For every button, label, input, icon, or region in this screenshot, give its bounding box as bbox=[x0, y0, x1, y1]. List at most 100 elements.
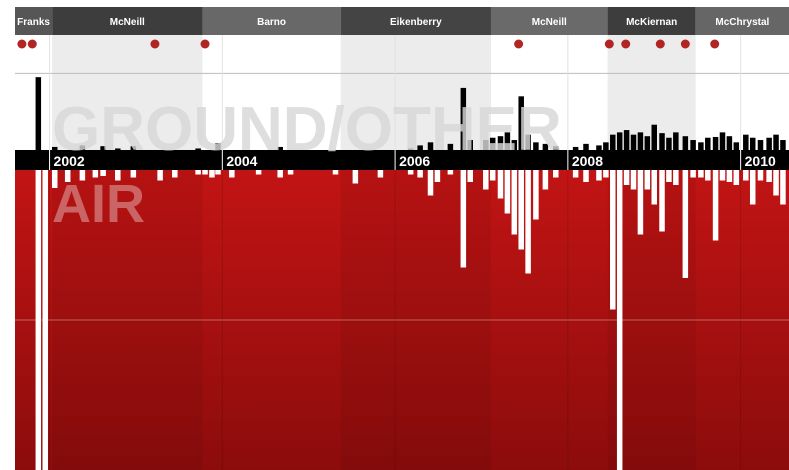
air-bar bbox=[352, 170, 359, 184]
ground-bar bbox=[719, 132, 726, 150]
ground-bar bbox=[712, 136, 719, 150]
commander-name: McNeill bbox=[532, 17, 567, 28]
air-bar bbox=[719, 170, 726, 181]
ground-bar bbox=[726, 136, 733, 150]
commander-segment bbox=[340, 7, 491, 35]
air-bar bbox=[42, 170, 48, 470]
air-bar bbox=[377, 170, 384, 178]
commander-segment bbox=[15, 7, 53, 35]
ground-bar bbox=[572, 146, 579, 150]
ground-bar bbox=[553, 146, 559, 150]
event-dot bbox=[200, 39, 210, 49]
ground-bar bbox=[757, 140, 764, 150]
air-bar bbox=[673, 170, 679, 185]
ground-bar bbox=[417, 145, 423, 150]
ground-bar bbox=[596, 145, 602, 150]
commander-name: Barno bbox=[257, 17, 286, 28]
air-bar bbox=[417, 170, 423, 178]
ground-bar bbox=[79, 145, 86, 150]
air-bar bbox=[666, 170, 672, 182]
x-tick-label: 2008 bbox=[572, 153, 603, 169]
air-bar bbox=[202, 170, 208, 175]
ground-bar bbox=[733, 142, 740, 150]
air-bar bbox=[610, 170, 616, 310]
commander-name: McKiernan bbox=[626, 17, 677, 28]
ground-bar bbox=[749, 137, 756, 150]
air-bar bbox=[518, 170, 524, 250]
air-bar bbox=[100, 170, 106, 176]
ground-bar bbox=[673, 132, 679, 150]
event-dot bbox=[150, 39, 160, 49]
ground-bar bbox=[460, 87, 467, 150]
commander-shade bbox=[52, 170, 203, 470]
air-bar bbox=[427, 170, 434, 196]
air-bar bbox=[287, 170, 294, 175]
ground-bar bbox=[407, 148, 414, 150]
commander-segment bbox=[490, 7, 608, 35]
air-bar bbox=[157, 170, 163, 181]
ground-bar bbox=[489, 137, 496, 150]
air-bar bbox=[623, 170, 630, 185]
ground-bar bbox=[35, 77, 42, 150]
x-tick-label: 2004 bbox=[226, 153, 257, 169]
air-bar bbox=[690, 170, 696, 178]
commander-name: McChrystal bbox=[715, 17, 769, 28]
ground-bar bbox=[644, 136, 651, 150]
air-bar bbox=[35, 170, 42, 470]
commander-segment bbox=[695, 7, 789, 35]
ground-bar bbox=[773, 134, 779, 150]
air-bar bbox=[583, 170, 589, 182]
air-bar bbox=[489, 170, 496, 181]
air-bar bbox=[743, 170, 749, 181]
ground-bar bbox=[766, 137, 772, 150]
ground-bar bbox=[659, 133, 665, 150]
air-bar bbox=[130, 170, 137, 178]
ground-bar bbox=[542, 143, 549, 150]
ground-bar bbox=[705, 137, 711, 150]
ground-bar bbox=[603, 142, 609, 150]
ground-bar bbox=[743, 134, 749, 150]
ground-bar bbox=[780, 140, 786, 150]
air-bar bbox=[407, 170, 414, 175]
air-bar bbox=[467, 170, 473, 182]
commander-segment bbox=[202, 7, 341, 35]
event-dot bbox=[604, 39, 614, 49]
air-bar bbox=[644, 170, 651, 190]
air-bar bbox=[616, 170, 623, 470]
air-bar bbox=[533, 170, 539, 220]
ground-bar bbox=[447, 143, 454, 150]
ground-bar bbox=[518, 96, 524, 150]
x-tick-label: 2010 bbox=[745, 153, 776, 169]
timeline-band bbox=[15, 150, 789, 170]
air-bar bbox=[229, 170, 235, 178]
air-bar bbox=[434, 170, 441, 182]
air-bar bbox=[773, 170, 779, 196]
air-bar bbox=[115, 170, 121, 181]
air-bar bbox=[497, 170, 504, 199]
event-dot bbox=[655, 39, 665, 49]
event-dot bbox=[621, 39, 631, 49]
ground-bar bbox=[637, 132, 644, 150]
air-bar bbox=[651, 170, 657, 205]
air-bar bbox=[172, 170, 178, 178]
event-dot bbox=[680, 39, 690, 49]
air-bar bbox=[51, 170, 58, 188]
commander-segment bbox=[607, 7, 696, 35]
air-bar bbox=[603, 170, 609, 178]
x-tick-label: 2006 bbox=[399, 153, 430, 169]
air-bar bbox=[698, 170, 704, 178]
air-bar bbox=[733, 170, 740, 185]
commander-segment bbox=[52, 7, 203, 35]
event-dot bbox=[514, 39, 524, 49]
air-bar bbox=[780, 170, 786, 205]
ground-bar bbox=[682, 136, 689, 150]
air-bar bbox=[255, 170, 262, 175]
ground-bar bbox=[666, 137, 672, 150]
air-bar bbox=[659, 170, 665, 232]
air-bar bbox=[757, 170, 764, 181]
ground-bar bbox=[511, 140, 518, 150]
air-bar bbox=[64, 170, 71, 182]
air-bar bbox=[630, 170, 637, 190]
air-bar bbox=[504, 170, 511, 214]
